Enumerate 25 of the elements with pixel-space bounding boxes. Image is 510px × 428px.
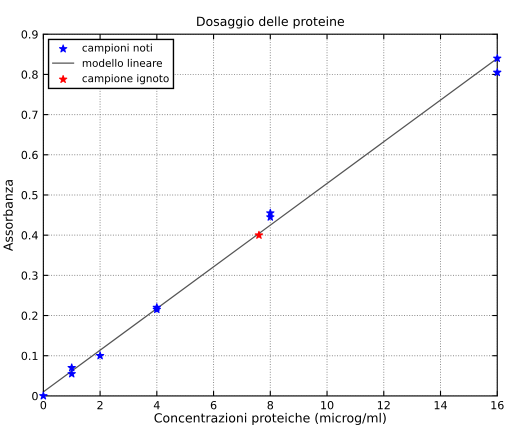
- x-axis-title: Concentrazioni proteiche (microg/ml): [154, 412, 386, 425]
- x-tick-label: 4: [154, 401, 160, 410]
- y-tick-label: 0.5: [22, 190, 38, 200]
- y-tick-label: 0.2: [22, 312, 38, 320]
- x-tick-label: 10: [321, 400, 334, 410]
- legend-label: modello lineare: [82, 58, 162, 67]
- y-tick-label: 0.1: [22, 352, 38, 360]
- chart-title: Dosaggio delle proteine: [197, 16, 344, 29]
- y-axis-title: Assorbanza: [3, 180, 13, 252]
- y-tick-label: 0.6: [22, 150, 38, 160]
- x-tick-label: 0: [40, 400, 46, 410]
- y-tick-label: 0.8: [22, 70, 38, 79]
- x-tick-label: 14: [434, 401, 447, 410]
- x-tick-label: 6: [210, 400, 216, 410]
- x-tick-label: 8: [268, 400, 274, 410]
- y-tick-label: 0.4: [22, 231, 38, 240]
- legend-label: campione ignoto: [82, 74, 169, 84]
- y-tick-label: 0.7: [22, 110, 38, 119]
- y-tick-label: 0: [32, 392, 38, 400]
- x-tick-label: 16: [491, 400, 504, 410]
- y-tick-label: 0.9: [22, 30, 38, 39]
- x-tick-label: 2: [97, 400, 103, 410]
- x-tick-label: 12: [378, 400, 390, 410]
- legend-label: campioni noti: [82, 44, 152, 54]
- y-tick-label: 0.3: [22, 271, 38, 280]
